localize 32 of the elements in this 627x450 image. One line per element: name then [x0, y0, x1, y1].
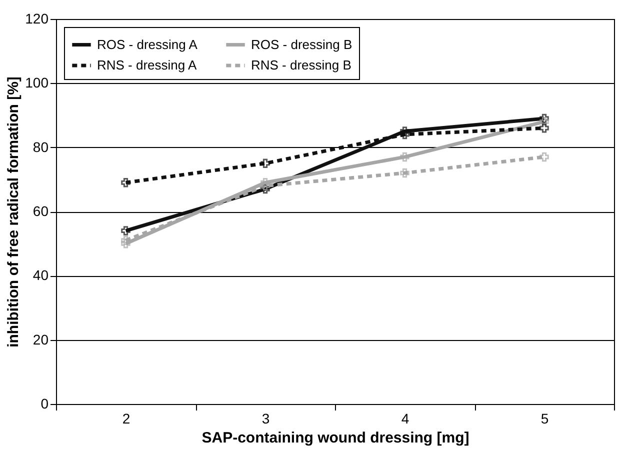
point	[121, 226, 130, 236]
point	[400, 126, 410, 136]
x-tick-label: 4	[401, 410, 410, 426]
legend-label: RNS - dressing A	[97, 58, 198, 72]
point	[540, 152, 549, 162]
x-tick-label: 5	[540, 410, 549, 426]
point	[540, 123, 549, 133]
point	[400, 168, 410, 178]
point	[540, 117, 549, 126]
point	[260, 181, 270, 190]
point	[121, 178, 130, 188]
point	[121, 236, 130, 245]
y-tick-label: 0	[40, 396, 49, 412]
point	[400, 130, 410, 140]
legend-label: RNS - dressing B	[251, 58, 352, 72]
y-tick-label: 80	[32, 138, 49, 155]
point	[260, 158, 270, 168]
y-tick-label: 40	[32, 267, 49, 284]
y-tick-label: 20	[32, 331, 49, 348]
point	[260, 184, 270, 194]
y-axis-title: inhibition of free radical formation [%]	[5, 76, 22, 348]
legend-label: ROS - dressing B	[251, 36, 352, 52]
x-tick-label: 2	[122, 410, 130, 426]
y-tick-label: 120	[25, 10, 49, 26]
y-tick-label: 100	[25, 74, 49, 91]
point	[121, 238, 130, 248]
legend-label: ROS - dressing A	[97, 36, 198, 52]
y-tick-label: 60	[32, 203, 49, 219]
point	[400, 152, 410, 162]
point	[540, 114, 549, 124]
x-axis-title: SAP-containing wound dressing [mg]	[202, 430, 470, 446]
x-tick-label: 3	[262, 410, 270, 426]
